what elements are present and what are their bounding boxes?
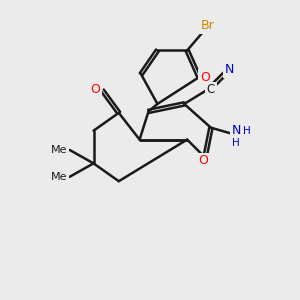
Text: O: O: [199, 154, 208, 167]
Text: N: N: [232, 124, 241, 137]
Text: H: H: [243, 126, 251, 136]
Text: N: N: [225, 63, 234, 76]
Text: C: C: [207, 83, 215, 97]
Text: O: O: [200, 71, 210, 84]
Text: H: H: [232, 138, 240, 148]
Text: Me: Me: [51, 172, 68, 182]
Text: Me: Me: [51, 145, 68, 155]
Text: Br: Br: [201, 19, 215, 32]
Text: O: O: [90, 82, 100, 96]
